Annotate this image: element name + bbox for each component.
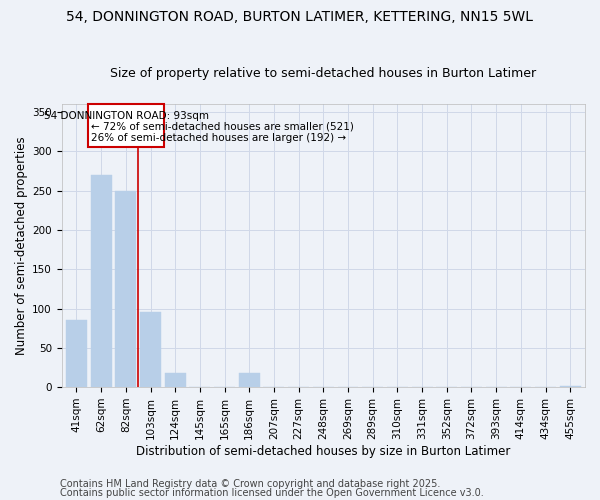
Bar — [91, 175, 112, 387]
Title: Size of property relative to semi-detached houses in Burton Latimer: Size of property relative to semi-detach… — [110, 66, 536, 80]
Text: Contains HM Land Registry data © Crown copyright and database right 2025.: Contains HM Land Registry data © Crown c… — [60, 479, 440, 489]
Bar — [115, 190, 136, 387]
Text: Contains public sector information licensed under the Open Government Licence v3: Contains public sector information licen… — [60, 488, 484, 498]
Bar — [560, 386, 581, 387]
Y-axis label: Number of semi-detached properties: Number of semi-detached properties — [15, 136, 28, 355]
Bar — [140, 312, 161, 387]
Text: 54, DONNINGTON ROAD, BURTON LATIMER, KETTERING, NN15 5WL: 54, DONNINGTON ROAD, BURTON LATIMER, KET… — [67, 10, 533, 24]
Bar — [165, 373, 185, 387]
Bar — [239, 373, 260, 387]
X-axis label: Distribution of semi-detached houses by size in Burton Latimer: Distribution of semi-detached houses by … — [136, 444, 511, 458]
FancyBboxPatch shape — [88, 104, 164, 148]
Bar — [66, 320, 87, 387]
Text: ← 72% of semi-detached houses are smaller (521): ← 72% of semi-detached houses are smalle… — [91, 122, 354, 132]
Text: 26% of semi-detached houses are larger (192) →: 26% of semi-detached houses are larger (… — [91, 132, 346, 142]
Text: 54 DONNINGTON ROAD: 93sqm: 54 DONNINGTON ROAD: 93sqm — [44, 110, 209, 120]
